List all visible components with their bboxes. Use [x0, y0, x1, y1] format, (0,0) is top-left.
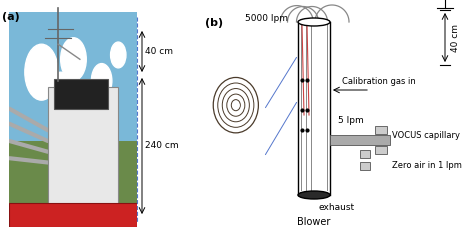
Circle shape [25, 44, 58, 100]
Bar [330, 135, 390, 145]
Text: (b): (b) [205, 18, 223, 28]
Circle shape [52, 72, 70, 102]
Bar [360, 162, 370, 170]
Text: exhaust: exhaust [319, 203, 355, 212]
Text: 40 cm: 40 cm [145, 47, 173, 56]
Bar [375, 126, 387, 134]
Text: 240 cm: 240 cm [145, 141, 179, 151]
Bar [375, 146, 387, 154]
Text: 40 cm: 40 cm [451, 23, 460, 51]
Bar [9, 203, 137, 227]
Text: Calibration gas in: Calibration gas in [342, 77, 416, 86]
Bar [360, 150, 370, 158]
Polygon shape [9, 12, 137, 141]
Text: 5000 lpm: 5000 lpm [245, 14, 288, 23]
Ellipse shape [298, 18, 330, 26]
Text: 5 lpm: 5 lpm [338, 115, 364, 125]
Circle shape [91, 64, 112, 98]
Ellipse shape [298, 191, 330, 199]
Polygon shape [9, 141, 137, 227]
Text: Blower: Blower [297, 217, 331, 227]
Bar [48, 87, 118, 206]
Text: Zero air in 1 lpm: Zero air in 1 lpm [392, 161, 462, 169]
Text: VOCUS capillary: VOCUS capillary [392, 130, 460, 140]
Circle shape [110, 42, 126, 68]
Bar [54, 79, 108, 109]
Text: (a): (a) [2, 12, 20, 22]
Circle shape [61, 38, 86, 81]
